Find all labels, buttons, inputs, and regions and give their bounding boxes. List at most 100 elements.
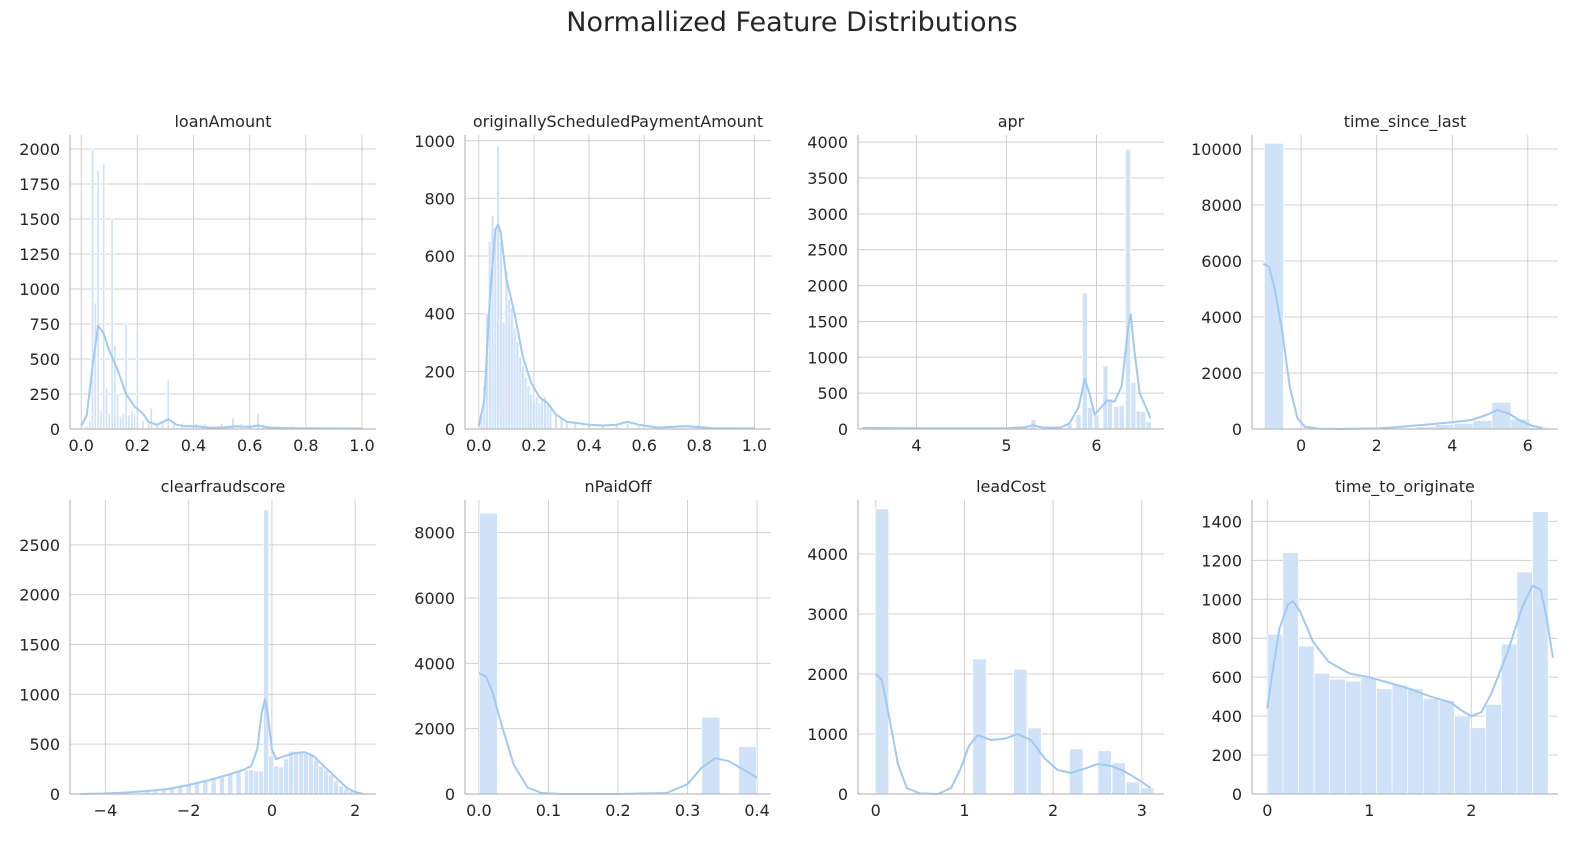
histogram-bar [303,752,309,795]
y-tick-label: 0 [838,420,848,439]
y-tick-label: 3500 [807,169,848,188]
histogram-bar [235,770,242,795]
histogram-bar [1075,414,1082,430]
histogram-bar [91,148,94,430]
x-tick-label: 2 [1466,801,1476,820]
subplot-clearfraudscore: clearfraudscore 0 500 1000 1500 2000 2500 −4 −2 0… [19,477,376,820]
y-tick-label: 200 [424,362,455,381]
y-tick-label: 600 [424,247,455,266]
histogram-bar [185,784,192,795]
histogram-bar [1030,419,1037,430]
histogram-bar [1093,414,1100,430]
histogram-bar [554,414,558,430]
histogram-bar [548,408,553,430]
histogram-bar [248,769,254,795]
y-tick-label: 4000 [807,545,848,564]
y-tick-label: 1500 [19,210,60,229]
histogram-bar [1485,704,1502,795]
y-tick-label: 2000 [19,586,60,605]
x-tick-label: 6 [1091,436,1101,455]
histogram-bar [501,322,506,430]
histogram-bar [1532,511,1549,795]
x-tick-label: 1.0 [349,436,374,455]
x-tick-label: 0.2 [605,801,630,820]
histogram-bar [573,422,577,430]
x-tick-label: 0.1 [536,801,561,820]
y-tick-label: 2000 [807,277,848,296]
histogram-bar [478,512,498,795]
kde-line [1266,584,1554,718]
subplot-title: time_since_last [1344,112,1467,132]
histogram-bar [496,146,500,430]
histogram-bar [119,416,122,430]
subplot-loanAmount: loanAmount 0 250 500 750 1000 1250 1500 1750 2000… [19,112,376,455]
kde-line [862,313,1152,430]
x-tick-label: 0.6 [237,436,262,455]
y-tick-label: 4000 [1201,308,1242,327]
y-tick-label: 1500 [807,312,848,331]
y-tick-label: 250 [29,385,60,404]
histogram-bar [1027,727,1042,795]
histogram-bar [102,162,106,430]
x-tick-label: 0.0 [466,436,491,455]
histogram-bar [105,386,108,430]
kde-line [80,698,364,795]
histogram-bar [147,423,151,430]
y-tick-label: 1400 [1201,512,1242,531]
histogram-bar [202,780,209,795]
histogram-bar [343,788,349,795]
histogram-bar [1118,405,1125,430]
histogram-bar [99,410,103,430]
y-tick-label: 1750 [19,175,60,194]
histogram-bar [133,413,136,430]
x-tick-label: 0.2 [521,436,546,455]
histogram-bar [1140,411,1147,430]
histogram-bar [1453,423,1474,430]
histogram-bar [499,241,503,430]
histogram-bar [313,759,319,795]
panels: loanAmount025050075010001250150017502000… [19,112,1558,820]
y-tick-label: 6000 [1201,252,1242,271]
x-tick-label: 0.4 [181,436,206,455]
x-tick-label: 1 [959,801,969,820]
x-tick-label: 3 [1137,801,1147,820]
y-tick-label: 200 [1211,746,1242,765]
histogram-bar [1469,727,1486,795]
histogram-bar [110,218,114,430]
histogram-bar [273,765,279,795]
histogram-bar [1438,700,1455,795]
y-tick-label: 2500 [807,241,848,260]
y-tick-label: 8000 [1201,196,1242,215]
y-tick-label: 6000 [414,589,455,608]
x-tick-label: 4 [1447,436,1457,455]
histogram-bar [874,508,889,795]
y-tick-label: 800 [1211,629,1242,648]
histogram-bar [141,420,145,430]
histogram-bar [288,750,294,795]
subplot-title: originallyScheduledPaymentAmount [473,112,763,131]
histogram-bar [1501,643,1518,795]
histogram-bar [328,774,334,795]
histogram-bar [258,770,264,795]
histogram-bar [972,658,987,795]
y-tick-label: 1000 [807,348,848,367]
histogram-bar [256,413,260,430]
histogram-bar [1145,421,1152,430]
subplot-title: nPaidOff [584,477,652,496]
histogram-bar [493,226,498,430]
histogram-bar [526,385,531,430]
histogram-bar [130,410,134,430]
x-tick-label: 1 [1364,801,1374,820]
histogram-bar [318,765,324,795]
histogram-bar [507,298,511,430]
y-tick-label: 0 [838,785,848,804]
y-tick-label: 3000 [807,205,848,224]
histogram-bar [1360,676,1377,795]
x-tick-label: 0.8 [293,436,318,455]
histogram-bar [1097,750,1112,795]
histogram-bar [1298,645,1315,795]
x-tick-label: 0 [267,801,277,820]
y-tick-label: 1000 [1201,590,1242,609]
histogram-bar [1407,688,1424,795]
